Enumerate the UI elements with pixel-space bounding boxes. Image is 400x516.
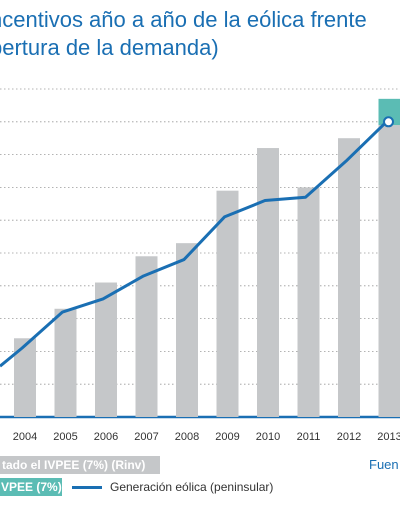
bar-2005 <box>54 308 77 417</box>
title-line-1: ncentivos año a año de la eólica frente <box>0 7 367 32</box>
x-tick-label: 2013 <box>377 431 400 443</box>
bar-extension-2013 <box>378 98 400 126</box>
legend-line-swatch <box>72 486 102 489</box>
source-label: Fuen <box>369 457 399 472</box>
legend-row-2: VPEE (7%) Generación eólica (peninsular) <box>0 478 400 496</box>
x-tick-label: 2009 <box>215 431 239 443</box>
x-tick-label: 2010 <box>256 431 280 443</box>
bar-2013 <box>378 125 400 417</box>
bar-2009 <box>216 190 239 417</box>
x-tick-label: 2006 <box>94 431 118 443</box>
chart-title: ncentivos año a año de la eólica frente … <box>0 6 400 62</box>
legend-line-label: Generación eólica (peninsular) <box>110 480 274 494</box>
title-line-2: bertura de la demanda) <box>0 35 219 60</box>
line-end-marker <box>383 116 394 128</box>
bar-2008 <box>176 243 198 417</box>
x-tick-label: 2011 <box>297 431 321 443</box>
bar-2006 <box>95 282 117 417</box>
line-series-generacion-eolica <box>0 120 388 368</box>
bar-2007 <box>135 256 158 417</box>
legend-row-1: tado el IVPEE (7%) (Rinv) Fuen <box>0 456 400 474</box>
bar-2011 <box>297 187 320 417</box>
bar-2004 <box>14 338 36 417</box>
legend-bar-swatch: tado el IVPEE (7%) (Rinv) <box>0 456 160 474</box>
bar-2012 <box>338 138 360 417</box>
x-tick-label: 2012 <box>337 431 361 443</box>
bar-2010 <box>257 148 279 418</box>
x-tick-label: 2007 <box>134 431 158 443</box>
x-tick-label: 2008 <box>175 431 199 443</box>
legend-teal-swatch: VPEE (7%) <box>0 478 62 496</box>
x-tick-label: 2004 <box>13 431 37 443</box>
x-tick-label: 2005 <box>53 431 77 443</box>
